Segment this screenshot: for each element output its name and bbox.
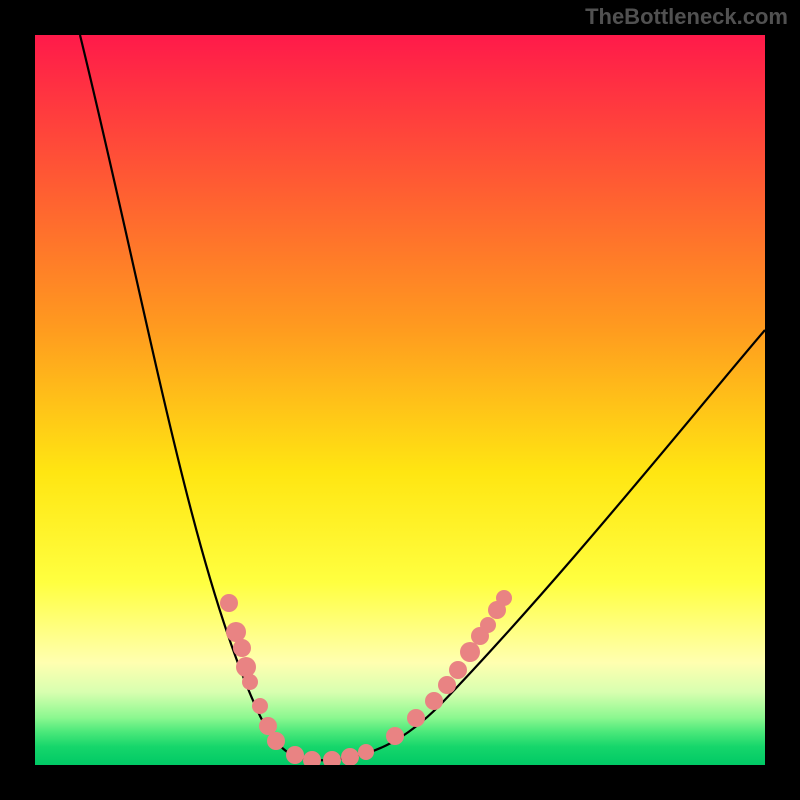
chart-svg bbox=[0, 0, 800, 800]
data-dot bbox=[323, 751, 341, 769]
data-dot bbox=[358, 744, 374, 760]
data-dot bbox=[236, 657, 256, 677]
data-dot bbox=[341, 748, 359, 766]
chart-container: TheBottleneck.com bbox=[0, 0, 800, 800]
data-dot bbox=[220, 594, 238, 612]
data-dot bbox=[449, 661, 467, 679]
watermark-text: TheBottleneck.com bbox=[585, 4, 788, 30]
data-dot bbox=[252, 698, 268, 714]
data-dot bbox=[386, 727, 404, 745]
data-dot bbox=[407, 709, 425, 727]
data-dot bbox=[460, 642, 480, 662]
data-dot bbox=[267, 732, 285, 750]
data-dot bbox=[226, 622, 246, 642]
plot-background bbox=[35, 35, 765, 765]
data-dot bbox=[286, 746, 304, 764]
data-dot bbox=[496, 590, 512, 606]
data-dot bbox=[242, 674, 258, 690]
data-dot bbox=[303, 751, 321, 769]
data-dot bbox=[480, 617, 496, 633]
data-dot bbox=[233, 639, 251, 657]
data-dot bbox=[438, 676, 456, 694]
data-dot bbox=[425, 692, 443, 710]
